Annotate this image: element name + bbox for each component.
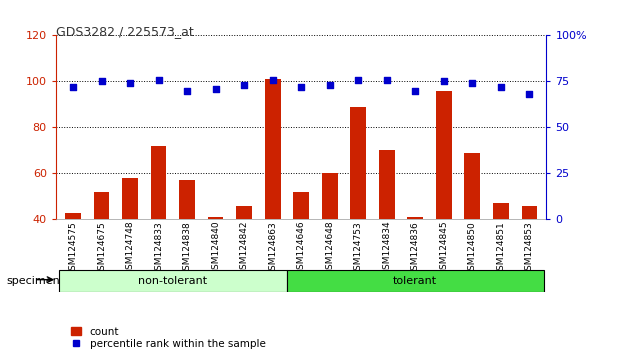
Point bbox=[439, 79, 449, 84]
Bar bbox=[94, 192, 109, 312]
Text: tolerant: tolerant bbox=[393, 275, 437, 286]
Point bbox=[182, 88, 192, 93]
Point bbox=[211, 86, 220, 92]
Bar bbox=[465, 153, 480, 312]
Legend: count, percentile rank within the sample: count, percentile rank within the sample bbox=[71, 327, 266, 349]
Point bbox=[96, 79, 106, 84]
Point bbox=[410, 88, 420, 93]
Bar bbox=[350, 107, 366, 312]
Bar bbox=[237, 206, 252, 312]
Bar bbox=[122, 178, 138, 312]
Bar bbox=[59, 269, 287, 292]
Point bbox=[68, 84, 78, 90]
Bar bbox=[208, 217, 224, 312]
Bar bbox=[151, 146, 166, 312]
Point bbox=[296, 84, 306, 90]
Point bbox=[325, 82, 335, 88]
Bar bbox=[379, 150, 394, 312]
Point bbox=[268, 77, 278, 82]
Text: specimen: specimen bbox=[6, 275, 60, 286]
Bar bbox=[436, 91, 451, 312]
Bar bbox=[322, 173, 338, 312]
Point bbox=[524, 91, 534, 97]
Point bbox=[496, 84, 506, 90]
Bar bbox=[65, 212, 81, 312]
Point bbox=[239, 82, 249, 88]
Point bbox=[468, 80, 478, 86]
Bar bbox=[265, 79, 281, 312]
Bar bbox=[522, 206, 537, 312]
Bar bbox=[179, 181, 195, 312]
Bar bbox=[493, 203, 509, 312]
Text: GDS3282 / 225573_at: GDS3282 / 225573_at bbox=[56, 25, 194, 38]
Point bbox=[382, 77, 392, 82]
Bar bbox=[407, 217, 423, 312]
Bar bbox=[287, 269, 543, 292]
Point bbox=[353, 77, 363, 82]
Point bbox=[125, 80, 135, 86]
Bar bbox=[293, 192, 309, 312]
Point bbox=[153, 77, 163, 82]
Text: non-tolerant: non-tolerant bbox=[138, 275, 207, 286]
